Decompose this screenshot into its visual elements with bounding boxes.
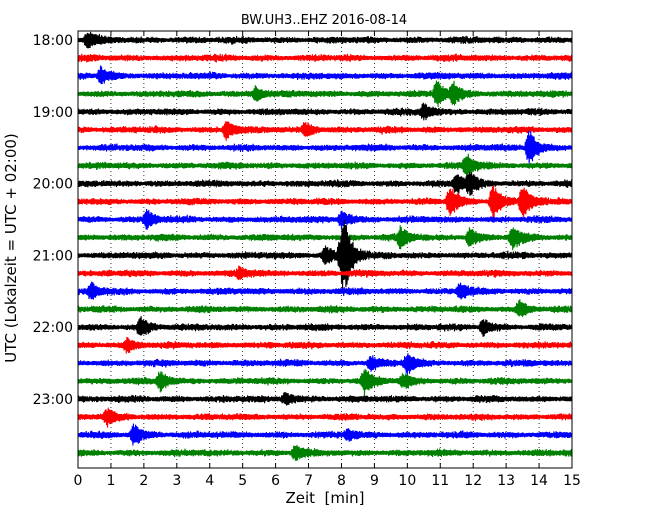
trace-1915 [77,121,573,141]
y-tick-label: 19:00 [33,105,73,121]
trace-2115 [77,265,573,281]
trace-2230 [77,353,573,376]
x-tick-label: 7 [304,473,313,489]
seismic-traces [77,31,573,461]
x-tick-label: 11 [431,473,449,489]
trace-1830 [77,65,573,85]
x-tick-label: 3 [172,473,181,489]
trace-2000 [77,171,573,196]
x-tick-label: 4 [205,473,214,489]
x-tick-label: 0 [74,473,83,489]
x-tick-label: 14 [530,473,548,489]
trace-1900 [77,102,573,121]
chart-title: BW.UH3..EHZ 2016-08-14 [241,13,407,28]
vertical-grid [110,31,540,468]
x-tick-label: 1 [106,473,115,489]
trace-2015 [77,185,573,222]
x-tick-label: 12 [464,473,482,489]
trace-2200 [77,316,573,337]
trace-2330 [77,423,573,446]
x-tick-label: 2 [139,473,148,489]
trace-1930 [77,130,573,167]
trace-2130 [77,281,573,300]
trace-2215 [77,336,573,354]
trace-2045 [77,225,573,251]
x-tick-label: 15 [563,473,581,489]
trace-1815 [77,53,573,63]
trace-1800 [77,31,573,49]
y-axis-label: UTC (Lokalzeit = UTC + 02:00) [2,133,20,363]
x-tick-label: 5 [238,473,247,489]
trace-2345 [77,444,573,461]
plot-frame [77,30,573,469]
trace-2145 [77,299,573,318]
x-axis: 0 1 2 3 4 5 6 7 8 9 10 11 12 13 14 15 [74,31,581,489]
trace-1945 [77,153,573,179]
x-tick-label: 8 [337,473,346,489]
x-tick-label: 13 [497,473,515,489]
y-tick-label: 20:00 [33,177,73,193]
y-tick-label: 23:00 [33,392,73,408]
y-tick-label: 21:00 [33,248,73,264]
trace-2315 [77,407,573,428]
x-tick-label: 10 [398,473,416,489]
y-tick-label: 18:00 [33,33,73,49]
x-tick-label: 9 [370,473,379,489]
trace-2245 [77,368,573,396]
x-tick-label: 6 [271,473,280,489]
y-tick-label: 22:00 [33,320,73,336]
trace-1845 [77,80,573,108]
y-axis: 18:00 19:00 20:00 21:00 22:00 23:00 [33,33,572,408]
x-axis-label: Zeit [min] [285,489,364,507]
trace-2100 [77,219,573,291]
trace-2030 [77,208,573,230]
trace-2300 [77,391,573,406]
